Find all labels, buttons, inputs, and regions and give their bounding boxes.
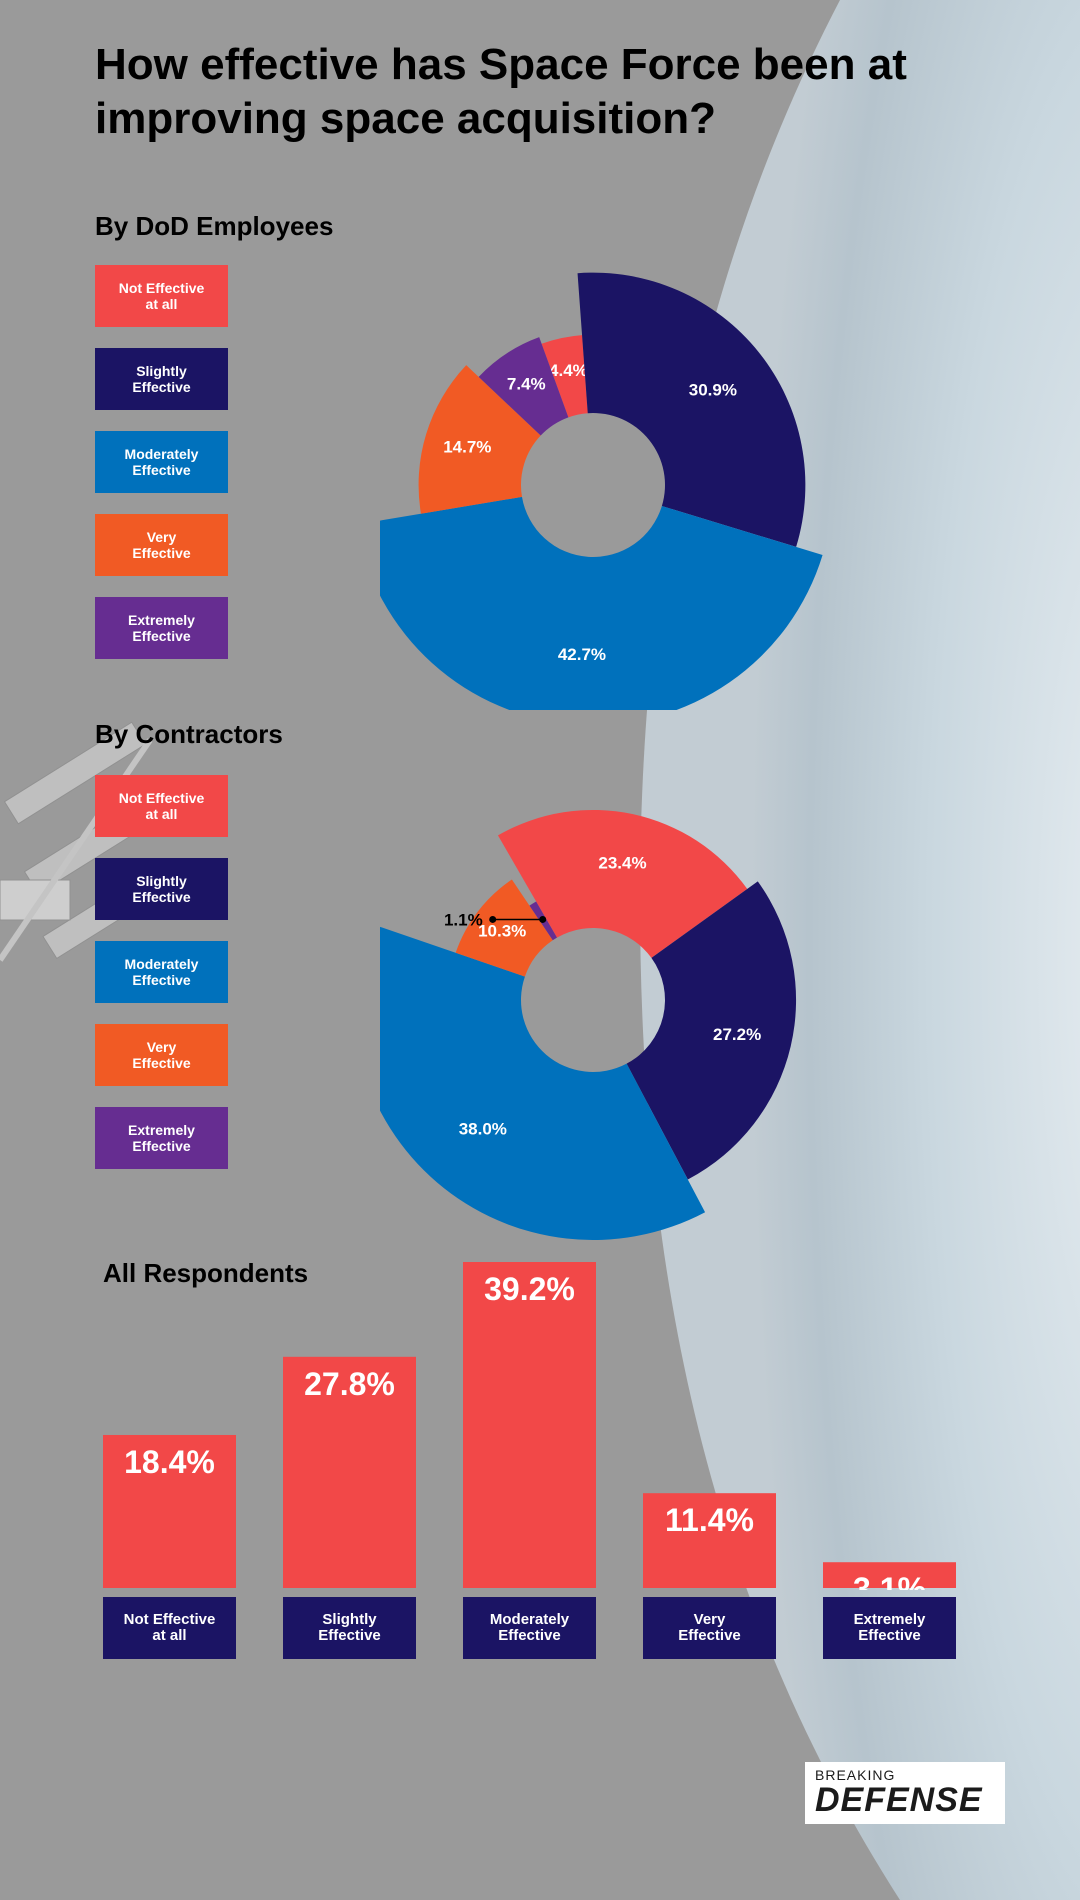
dod-legend-extremely-effective: Extremely Effective — [95, 597, 228, 659]
contractors-section-title: By Contractors — [95, 719, 283, 749]
bar-value-not-effective: 18.4% — [124, 1444, 215, 1480]
dod-label-slightly-effective: 30.9% — [689, 380, 737, 399]
logo-bottom-text: DEFENSE — [815, 1781, 983, 1819]
bar-category-not-effective: Not Effective at all — [103, 1597, 236, 1659]
dod-label-not-effective: 4.4% — [549, 361, 588, 380]
contractors-slice-very-effective — [455, 879, 553, 977]
dod-legend-moderately-effective: Moderately Effective — [95, 431, 228, 493]
bar-very-effective — [643, 1493, 776, 1588]
dod-section-title: By DoD Employees — [95, 211, 334, 241]
dod-slice-extremely-effective — [478, 337, 569, 436]
bar-value-very-effective: 11.4% — [665, 1502, 754, 1538]
page-title: How effective has Space Force been at im… — [95, 40, 907, 143]
contractors-callout-dot — [489, 915, 497, 923]
logo-top-text: BREAKING — [815, 1767, 896, 1783]
dod-slice-moderately-effective — [380, 496, 823, 710]
breaking-defense-logo: BREAKING DEFENSE — [805, 1762, 1005, 1824]
dod-polar-chart: 4.4% 30.9% 42.7% 14.7% 7.4% — [380, 272, 823, 710]
contractors-polar-chart: 23.4% 27.2% 38.0% 10.3%1.1% — [380, 809, 797, 1240]
dod-label-extremely-effective: 7.4% — [507, 374, 546, 393]
bar-category-very-effective: Very Effective — [643, 1597, 776, 1659]
dod-slice-very-effective — [418, 365, 541, 514]
dod-legend-slightly-effective: Slightly Effective — [95, 348, 228, 410]
contractors-slice-slightly-effective — [626, 881, 797, 1180]
dod-legend-very-effective: Very Effective — [95, 514, 228, 576]
contractors-legend-extremely-effective: Extremely Effective — [95, 1107, 228, 1169]
bar-value-moderately-effective: 39.2% — [484, 1271, 575, 1307]
contractors-slice-not-effective — [497, 809, 748, 958]
contractors-label-not-effective: 23.4% — [598, 854, 646, 873]
dod-legend-not-effective: Not Effective at all — [95, 265, 228, 327]
dod-label-moderately-effective: 42.7% — [558, 645, 606, 664]
dod-slice-not-effective — [541, 335, 588, 418]
contractors-callout-dot — [539, 915, 547, 923]
dod-slice-slightly-effective — [577, 272, 806, 547]
dod-label-very-effective: 14.7% — [443, 438, 491, 457]
contractors-label-slightly-effective: 27.2% — [713, 1025, 761, 1044]
bar-category-slightly-effective: Slightly Effective — [283, 1597, 416, 1659]
contractors-legend-moderately-effective: Moderately Effective — [95, 941, 228, 1003]
contractors-legend-slightly-effective: Slightly Effective — [95, 858, 228, 920]
bar-category-moderately-effective: Moderately Effective — [463, 1597, 596, 1659]
all-respondents-bar-chart: 18.4% 27.8% 39.2% 11.4% 3.1% — [103, 1262, 956, 1590]
bar-category-extremely-effective: Extremely Effective — [823, 1597, 956, 1659]
bar-extremely-effective — [823, 1562, 956, 1588]
contractors-label-moderately-effective: 38.0% — [459, 1120, 507, 1139]
bar-slightly-effective — [283, 1356, 416, 1588]
contractors-legend-not-effective: Not Effective at all — [95, 775, 228, 837]
contractors-label-very-effective: 10.3% — [478, 921, 526, 940]
bar-moderately-effective — [463, 1262, 596, 1588]
bar-value-slightly-effective: 27.8% — [304, 1366, 395, 1402]
bar-not-effective — [103, 1434, 236, 1588]
contractors-label-extremely-effective: 1.1% — [444, 910, 483, 929]
contractors-slice-moderately-effective — [380, 926, 706, 1240]
contractors-legend-very-effective: Very Effective — [95, 1024, 228, 1086]
bar-value-extremely-effective: 3.1% — [853, 1571, 926, 1590]
all-respondents-title: All Respondents — [103, 1258, 309, 1288]
